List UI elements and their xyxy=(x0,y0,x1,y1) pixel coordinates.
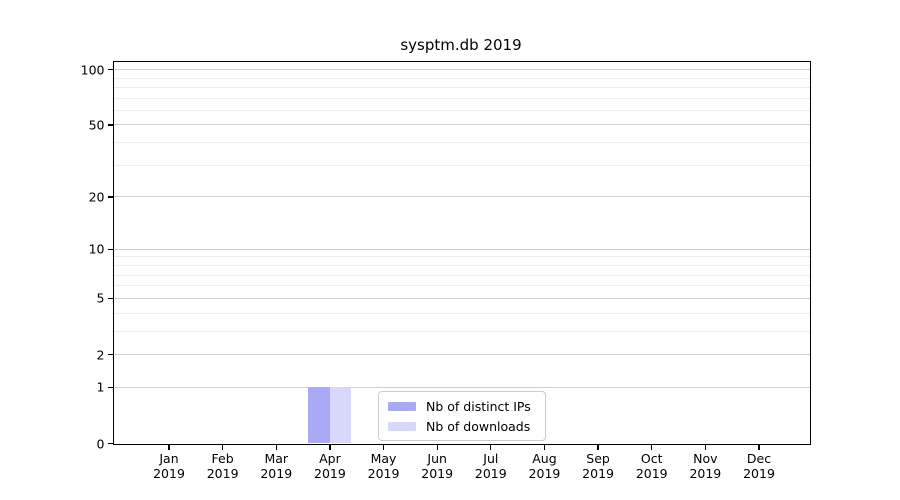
bar-nb-of-downloads xyxy=(329,387,352,444)
gridline-major xyxy=(113,248,810,250)
gridline-minor xyxy=(113,285,810,287)
x-tick-year: 2019 xyxy=(689,465,722,481)
legend-swatch xyxy=(388,401,416,411)
y-tick-label: 10 xyxy=(88,241,105,257)
y-tick xyxy=(107,68,113,71)
x-tick xyxy=(758,444,760,450)
x-tick-month: Mar xyxy=(264,450,289,466)
y-tick xyxy=(107,442,113,445)
x-tick-label: May 2019 xyxy=(368,451,400,481)
x-tick-month: Feb xyxy=(211,450,234,466)
gridline-major xyxy=(113,69,810,71)
x-tick-year: 2019 xyxy=(582,465,614,481)
x-tick xyxy=(329,444,331,450)
legend-swatch xyxy=(388,421,416,431)
x-tick-year: 2019 xyxy=(421,465,454,481)
x-tick-label: Jun 2019 xyxy=(421,451,453,481)
x-tick-year: 2019 xyxy=(206,465,239,481)
gridline-minor xyxy=(113,312,810,314)
x-tick-month: Aug xyxy=(532,450,557,466)
x-tick-label: Aug 2019 xyxy=(529,451,561,481)
x-tick-label: Jan 2019 xyxy=(153,451,185,481)
x-tick-month: Nov xyxy=(693,450,718,466)
x-tick-year: 2019 xyxy=(743,465,775,481)
x-tick-year: 2019 xyxy=(314,465,346,481)
x-tick-month: Sep xyxy=(586,450,610,466)
gridline-minor xyxy=(113,164,810,166)
x-tick xyxy=(275,444,277,450)
x-tick xyxy=(597,444,599,450)
gridline-minor xyxy=(113,330,810,332)
x-tick xyxy=(221,444,224,450)
y-tick-label: 20 xyxy=(88,189,105,205)
x-tick-month: Dec xyxy=(746,450,772,466)
gridline-major xyxy=(113,196,810,198)
legend-entry: Nb of downloads xyxy=(388,418,536,434)
y-tick xyxy=(107,124,113,126)
x-tick-label: Mar 2019 xyxy=(260,451,292,481)
gridline-minor xyxy=(113,77,810,79)
y-tick-label: 5 xyxy=(96,290,105,306)
x-tick-year: 2019 xyxy=(153,465,185,481)
legend-label: Nb of downloads xyxy=(426,418,531,434)
x-tick xyxy=(168,444,170,450)
legend-entry: Nb of distinct IPs xyxy=(388,398,536,414)
gridline-minor xyxy=(113,265,810,266)
x-tick-year: 2019 xyxy=(474,465,507,481)
x-tick-month: Jan xyxy=(159,450,179,466)
x-tick xyxy=(382,444,385,450)
x-tick xyxy=(651,444,653,450)
x-tick xyxy=(543,444,546,450)
gridline-minor xyxy=(113,256,810,258)
x-tick-label: Apr 2019 xyxy=(314,451,346,481)
bar-nb-of-distinct-ips xyxy=(308,387,330,444)
x-tick-year: 2019 xyxy=(367,465,400,481)
y-tick xyxy=(107,386,113,388)
y-tick-label: 100 xyxy=(80,62,105,78)
x-tick xyxy=(436,444,438,450)
gridline-minor xyxy=(113,142,810,144)
y-tick xyxy=(107,196,113,198)
x-tick-month: Oct xyxy=(640,450,663,466)
x-tick-label: Nov 2019 xyxy=(689,451,721,481)
x-tick-month: May xyxy=(370,450,397,466)
gridline-minor xyxy=(113,87,810,89)
x-tick-year: 2019 xyxy=(260,465,293,481)
legend-label: Nb of distinct IPs xyxy=(426,398,531,414)
gridline-minor xyxy=(113,97,810,99)
x-tick-label: Sep 2019 xyxy=(582,451,614,481)
x-tick-label: Jul 2019 xyxy=(475,451,507,481)
x-tick xyxy=(704,444,706,450)
y-tick xyxy=(107,297,113,299)
y-tick xyxy=(107,353,113,356)
y-tick-label: 1 xyxy=(96,379,105,395)
gridline-minor xyxy=(113,274,810,276)
gridline-major xyxy=(113,124,810,126)
x-tick-label: Feb 2019 xyxy=(207,451,239,481)
y-tick xyxy=(107,248,113,250)
x-tick-label: Dec 2019 xyxy=(743,451,775,481)
legend: Nb of distinct IPs Nb of downloads xyxy=(378,391,546,441)
plot-area: 0 1 2 5 10 20 50 100 Jan 2019 Feb 2019 Mar 2019 Apr 201… xyxy=(81,61,811,481)
y-tick-label: 50 xyxy=(88,117,105,133)
x-tick-month: Apr xyxy=(319,450,341,466)
gridline-major xyxy=(113,354,810,355)
x-tick xyxy=(490,444,492,450)
gridline-minor xyxy=(113,109,810,111)
chart-title: sysptm.db 2019 xyxy=(400,36,522,54)
gridline-major xyxy=(113,297,810,299)
x-tick-year: 2019 xyxy=(528,465,561,481)
x-tick-month: Jun xyxy=(427,450,447,466)
x-tick-label: Oct 2019 xyxy=(636,451,668,481)
x-tick-month: Jul xyxy=(483,450,499,466)
y-tick-label: 2 xyxy=(96,347,105,362)
y-tick-label: 0 xyxy=(96,436,105,451)
gridline-major xyxy=(113,386,810,388)
x-tick-year: 2019 xyxy=(635,465,668,481)
